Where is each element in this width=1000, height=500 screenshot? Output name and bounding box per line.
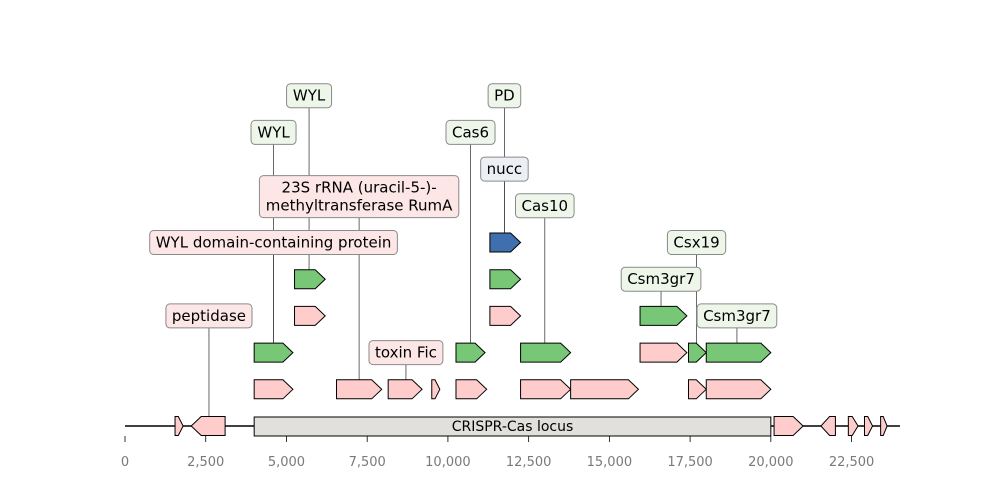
gene-label-3: WYL	[250, 119, 297, 145]
gene-label-11: Csm3gr7	[620, 266, 702, 292]
gene-arrow-17	[253, 342, 294, 363]
axis-tick-label: 0	[121, 455, 129, 470]
gene-label-box	[480, 156, 529, 182]
gene-label-2: WYL domain-containing protein	[149, 230, 398, 255]
gene-label-box	[515, 193, 575, 219]
gene-label-box	[368, 340, 444, 366]
gene-label-box	[620, 266, 702, 292]
gene-arrow-11	[431, 379, 441, 400]
position-axis: 0 2,500 5,000 7,500 10,000 12,500 15,000 17,500…	[121, 436, 874, 470]
axis-tick-label: 17,500	[667, 455, 713, 470]
gene-arrow-6	[863, 416, 874, 436]
gene-arrow-4	[820, 416, 836, 436]
gene-label-text: nucc	[487, 160, 523, 178]
gene-label-6: toxin Fic	[368, 340, 444, 366]
gene-label-text: WYL	[257, 123, 290, 141]
axis-tick-label: 12,500	[506, 455, 552, 470]
gene-arrow-20	[639, 342, 688, 363]
axis-tick-label: 10,000	[425, 455, 471, 470]
gene-arrow-13	[520, 379, 572, 400]
crispr-cas-locus-box	[253, 416, 772, 437]
gene-label-box	[666, 230, 727, 255]
gene-label-13: Csm3gr7	[696, 303, 778, 329]
gene-arrow-25	[639, 305, 688, 326]
gene-arrow-27	[489, 269, 522, 290]
gene-arrow-12	[455, 379, 488, 400]
connector-lines	[208, 107, 738, 417]
gene-label-box	[286, 83, 333, 109]
gene-arrow-1	[174, 416, 184, 436]
axis-tick-label: 5,000	[268, 455, 305, 470]
gene-label-text: WYL domain-containing protein	[156, 234, 392, 252]
gene-label-text: PD	[494, 87, 515, 105]
gene-label-10: Cas10	[515, 193, 575, 219]
gene-label-1: peptidase	[165, 303, 253, 329]
gene-label-box	[696, 303, 778, 329]
gene-label-text: WYL	[293, 87, 326, 105]
gene-arrow-26	[294, 269, 326, 290]
gene-label-text: Csx19	[673, 234, 719, 252]
gene-label-box	[250, 119, 297, 145]
gene-arrow-16	[705, 379, 772, 400]
gene-arrow-8	[253, 379, 294, 400]
gene-arrow-21	[687, 342, 707, 363]
gene-label-text: toxin Fic	[375, 344, 437, 362]
gene-arrow-28	[489, 232, 522, 253]
gene-labels: peptidase WYL domain-containing protein WY…	[149, 83, 778, 366]
crispr-cas-locus-label: CRISPR-Cas locus	[452, 419, 574, 435]
gene-arrow-2	[190, 416, 226, 436]
gene-label-box	[149, 230, 398, 255]
gene-label-8: nucc	[480, 156, 529, 182]
gene-arrow-9	[336, 379, 383, 400]
gene-arrow-18	[455, 342, 486, 363]
genome-track: CRISPR-Cas locus	[125, 416, 900, 437]
gene-label-box	[258, 175, 460, 219]
axis-tick-label: 20,000	[748, 455, 794, 470]
axis-tick-label: 15,000	[587, 455, 633, 470]
gene-arrow-15	[687, 379, 707, 400]
gene-arrows	[174, 232, 888, 436]
gene-label-12: Csx19	[666, 230, 727, 255]
axis-tick-label: 2,500	[187, 455, 224, 470]
gene-label-text: Csm3gr7	[627, 270, 695, 288]
axis-tick-label: 7,500	[349, 455, 386, 470]
gene-label-text: Csm3gr7	[703, 307, 771, 325]
gene-arrow-5	[847, 416, 859, 436]
gene-label-box	[165, 303, 253, 329]
gene-arrow-7	[880, 416, 888, 436]
gene-label-4: WYL	[286, 83, 333, 109]
gene-label-5: 23S rRNA (uracil-5-)-methyltransferase R…	[258, 175, 460, 219]
gene-label-box	[487, 83, 522, 109]
gene-label-text: peptidase	[172, 307, 246, 325]
gene-arrow-10	[387, 379, 423, 400]
gene-label-7: Cas6	[445, 119, 496, 145]
gene-label-text: Cas10	[522, 197, 569, 215]
gene-arrow-3	[773, 416, 804, 436]
gene-label-9: PD	[487, 83, 522, 109]
gene-label-text: Cas6	[452, 123, 489, 141]
gene-label-box	[445, 119, 496, 145]
gene-label-text: 23S rRNA (uracil-5-)-methyltransferase R…	[266, 179, 453, 215]
gene-arrow-14	[570, 379, 640, 400]
gene-arrow-22	[705, 342, 772, 363]
gene-arrow-24	[489, 305, 522, 326]
axis-tick-label: 22,500	[829, 455, 875, 470]
gene-arrow-23	[294, 305, 326, 326]
gene-arrow-19	[520, 342, 572, 363]
